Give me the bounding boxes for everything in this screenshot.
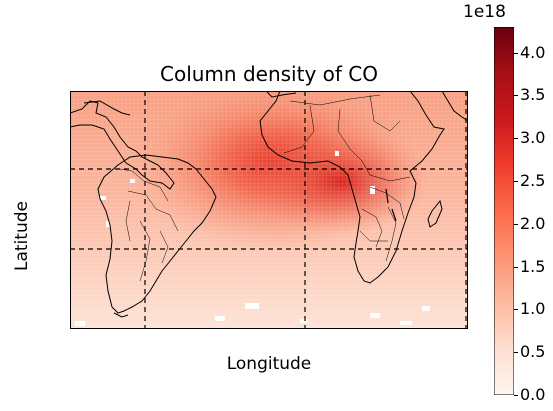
colorbar-tick-label: 0.0 bbox=[520, 385, 546, 404]
x-axis-label: Longitude bbox=[226, 354, 312, 374]
colorbar-tick-label: 1.5 bbox=[520, 256, 546, 276]
africa-coast bbox=[259, 91, 445, 284]
coastlines bbox=[70, 91, 468, 318]
colorbar-tick-label: 3.0 bbox=[520, 128, 546, 148]
data-grid-mesh bbox=[70, 91, 468, 329]
arabia-coast bbox=[441, 91, 468, 122]
colorbar-tick-mark bbox=[514, 138, 518, 140]
missing-data-patches bbox=[75, 151, 430, 326]
colorbar-tick-label: 1.0 bbox=[520, 299, 546, 319]
co-density-map bbox=[70, 91, 468, 329]
colorbar-tick-mark bbox=[514, 395, 518, 396]
map-title: Column density of CO bbox=[160, 62, 378, 86]
colorbar-tick-label: 3.5 bbox=[520, 85, 546, 105]
caribbean-cuba bbox=[83, 100, 131, 116]
colorbar-exponent: 1e18 bbox=[463, 2, 506, 22]
colorbar-tick-mark bbox=[514, 52, 518, 54]
south-america-coast bbox=[97, 154, 217, 314]
colorbar-tick-label: 4.0 bbox=[520, 42, 546, 62]
colorbar-tick-mark bbox=[514, 266, 518, 268]
african-lakes bbox=[385, 188, 397, 222]
dashed-gridlines bbox=[70, 91, 468, 329]
colorbar-tick-mark bbox=[514, 223, 518, 225]
colorbar-tick-mark bbox=[514, 309, 518, 311]
colorbar-tick-label: 2.0 bbox=[520, 213, 546, 233]
madagascar bbox=[427, 199, 443, 228]
tierra-del-fuego bbox=[113, 312, 129, 318]
colorbar-tick-mark bbox=[514, 95, 518, 97]
colorbar-tick-mark bbox=[514, 352, 518, 354]
colorbar-gradient bbox=[494, 27, 514, 395]
map-frame bbox=[70, 91, 468, 329]
colorbar-tick-mark bbox=[514, 181, 518, 183]
colorbar-tick-label: 0.5 bbox=[520, 342, 546, 362]
colorbar bbox=[494, 27, 514, 395]
colorbar-tick-label: 2.5 bbox=[520, 171, 546, 191]
y-axis-label: Latitude bbox=[12, 201, 32, 271]
north-america-coast bbox=[70, 100, 175, 190]
europe-coast bbox=[265, 91, 297, 98]
